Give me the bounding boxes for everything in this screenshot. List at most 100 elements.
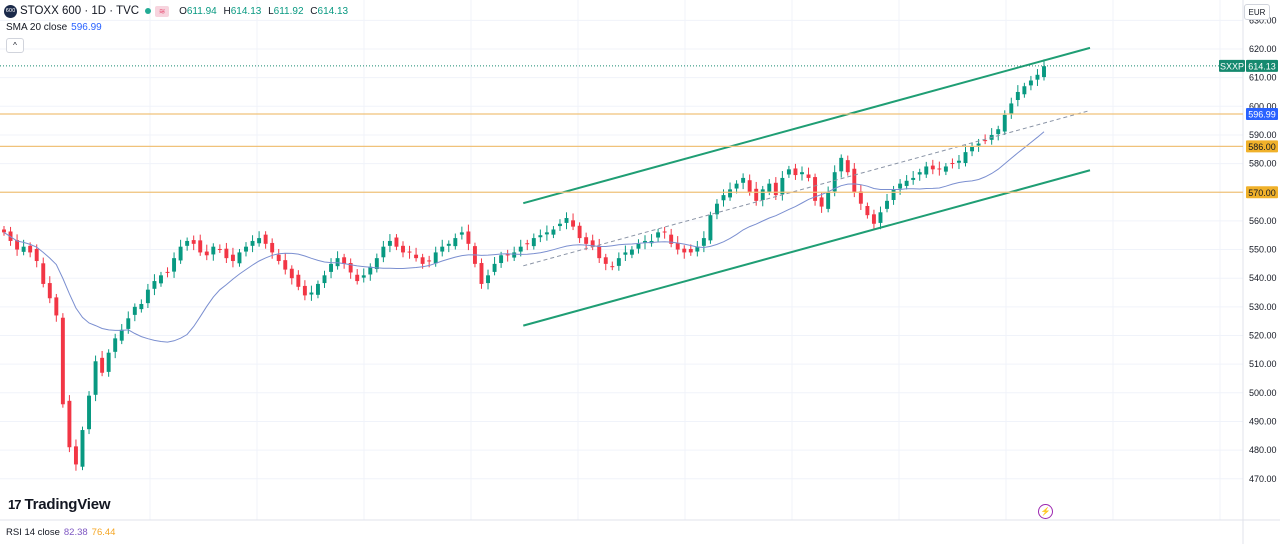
candle-body	[747, 180, 752, 193]
candle-body	[695, 246, 700, 252]
candle-body	[983, 140, 988, 142]
candle-body	[440, 246, 445, 252]
candle-body	[217, 248, 222, 250]
candle-body	[1002, 114, 1007, 132]
y-tick-label: 600.00	[1249, 101, 1277, 111]
symbol-header[interactable]: 600 STOXX 600 · 1D · TVC ≋ O611.94 H614.…	[4, 3, 352, 19]
candle-body	[924, 166, 929, 175]
candle-body	[865, 206, 870, 216]
y-tick-label: 530.00	[1249, 302, 1277, 312]
candle-body	[963, 152, 968, 164]
y-tick-label: 590.00	[1249, 130, 1277, 140]
candle-body	[361, 275, 366, 278]
candle-body	[675, 242, 680, 250]
rsi-ma-value: 76.44	[91, 527, 116, 538]
candle-body	[603, 257, 608, 264]
rsi-legend[interactable]: RSI 14 close 82.38 76.44	[6, 527, 115, 538]
candle-body	[433, 252, 438, 264]
candle-body	[54, 297, 59, 316]
candle-body	[734, 183, 739, 189]
candle-body	[786, 169, 791, 175]
candle-body	[178, 246, 183, 261]
candle-body	[721, 195, 726, 201]
candle-body	[244, 246, 248, 252]
candle-body	[643, 240, 647, 243]
candle-body	[106, 352, 111, 372]
candle-body	[930, 165, 935, 170]
candle-body	[387, 240, 392, 246]
candle-body	[525, 243, 530, 245]
tradingview-logo[interactable]: 17 TradingView	[8, 496, 111, 513]
bolt-icon[interactable]: ⚡	[1038, 504, 1053, 519]
collapse-legend-button[interactable]: ^	[6, 38, 24, 53]
candle-body	[322, 275, 327, 284]
candle-body	[21, 246, 26, 252]
level-tag-bg	[1246, 108, 1278, 121]
candle-body	[276, 254, 281, 262]
candle-body	[551, 229, 556, 235]
candle-body	[1009, 103, 1014, 115]
candle-body	[1028, 80, 1033, 86]
candle-body	[1035, 74, 1040, 80]
candle-body	[283, 260, 288, 270]
candle-body	[885, 200, 889, 209]
candle-body	[669, 234, 674, 244]
y-tick-label: 500.00	[1249, 388, 1277, 398]
candle-body	[970, 146, 975, 152]
candle-body	[531, 238, 536, 247]
channel-upper-line	[523, 46, 1091, 205]
candle-body	[996, 129, 1001, 135]
candle-body	[832, 172, 837, 192]
sma-legend[interactable]: SMA 20 close 596.99	[6, 22, 102, 33]
candle-body	[93, 361, 98, 395]
candle-body	[845, 160, 850, 173]
candle-body	[714, 203, 719, 215]
candle-body	[381, 246, 386, 258]
y-tick-label: 610.00	[1249, 73, 1277, 83]
candle-body	[1015, 91, 1020, 100]
candle-body	[15, 240, 20, 250]
y-tick-label: 550.00	[1249, 245, 1277, 255]
candle-body	[760, 189, 765, 200]
y-tick-label: 560.00	[1249, 216, 1277, 226]
candle-body	[512, 252, 517, 258]
candle-body	[858, 191, 863, 204]
candle-body	[917, 172, 922, 175]
candle-body	[793, 168, 798, 176]
candle-body	[191, 240, 196, 244]
currency-selector[interactable]: EUR	[1244, 4, 1270, 20]
candle-body	[224, 248, 229, 259]
level-tag-bg	[1246, 140, 1278, 153]
candle-body	[335, 258, 340, 267]
symbol-title[interactable]: STOXX 600 · 1D · TVC	[20, 5, 140, 17]
candle-body	[401, 245, 405, 253]
channel-lower-line	[523, 169, 1091, 327]
candle-body	[119, 329, 124, 341]
ohlc-values: O611.94 H614.13 L611.92 C614.13	[179, 5, 349, 17]
candle-body	[610, 266, 615, 268]
last-price-symbol-tag: SXXP	[1220, 61, 1244, 71]
candle-body	[309, 292, 314, 295]
candle-body	[1042, 66, 1046, 78]
candle-body	[937, 168, 942, 170]
candle-body	[257, 238, 262, 244]
candle-body	[348, 263, 353, 273]
candle-body	[355, 274, 360, 282]
last-price-symbol-tag-bg	[1219, 59, 1245, 72]
candle-body	[250, 240, 255, 246]
candle-body	[623, 252, 628, 255]
candle-body	[159, 275, 163, 284]
level-tag: 570.00	[1248, 188, 1276, 198]
candle-body	[878, 212, 883, 223]
y-tick-label: 470.00	[1249, 474, 1277, 484]
candle-body	[466, 231, 471, 244]
candle-body	[100, 357, 105, 373]
candle-body	[113, 338, 118, 352]
market-status-icon[interactable]: ≋	[155, 5, 170, 17]
candle-body	[826, 192, 831, 209]
candle-body	[47, 283, 52, 299]
candle-body	[597, 245, 602, 259]
candle-body	[145, 289, 150, 304]
candle-body	[230, 254, 235, 262]
